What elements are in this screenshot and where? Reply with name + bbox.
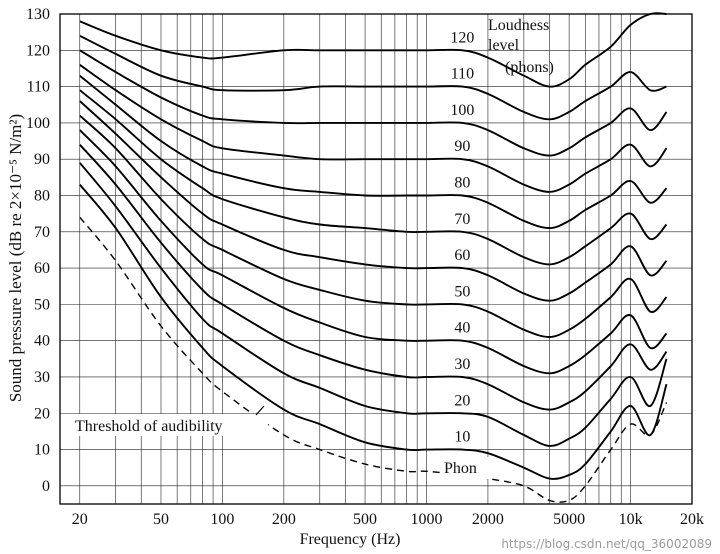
threshold-annotation: Threshold of audibility — [75, 418, 223, 435]
x-tick-labels: 20 50 100 200 500 1000 2000 5000 10k 20k — [72, 511, 704, 528]
curve-label-90: 90 — [454, 138, 470, 155]
curve-label-60: 60 — [454, 247, 470, 264]
curve-label-100: 100 — [450, 102, 474, 119]
curve-label-backing — [442, 27, 483, 48]
curve-label-backing — [442, 172, 483, 193]
y-tick-labels: 0 10 20 30 40 50 60 70 80 90 100 110 120 130 — [26, 6, 50, 495]
curve-labels: 10 20 30 40 50 60 70 80 90 100 110 120 — [442, 27, 483, 447]
y-axis-label: Sound pressure level (dB re 2×10⁻⁵ N/m²) — [6, 114, 25, 402]
x-tick-label: 500 — [353, 511, 377, 528]
curve-label-80: 80 — [454, 174, 470, 191]
y-tick-label: 130 — [26, 6, 50, 23]
loudness-curve-60-phon — [79, 100, 668, 302]
loudness-curve-70-phon — [79, 89, 668, 266]
loudness-curve-80-phon — [79, 74, 668, 230]
y-tick-label: 20 — [34, 405, 50, 422]
watermark: https://blog.csdn.net/qq_36002089 — [501, 537, 712, 551]
loudness-curve-30-phon — [79, 144, 668, 411]
curve-label-backing — [442, 353, 483, 374]
curve-label-120: 120 — [450, 29, 474, 46]
loudness-curve-120-phon — [79, 12, 667, 88]
loudness-curve-100-phon — [79, 49, 668, 157]
x-tick-label: 2000 — [472, 511, 504, 528]
curve-label-70: 70 — [454, 211, 470, 228]
curve-label-110: 110 — [451, 66, 474, 83]
curve-label-backing — [442, 136, 483, 157]
curve-label-backing — [442, 99, 483, 120]
x-tick-label: 1000 — [410, 511, 442, 528]
legend-title-line-1: Loudness — [488, 17, 549, 34]
curve-label-backing — [442, 426, 483, 447]
legend-title-line-2: level — [488, 37, 520, 54]
loudness-curve-40-phon — [79, 129, 668, 375]
legend-title-line-3: (phons) — [505, 59, 554, 76]
threshold-annotation-pointer — [255, 405, 265, 416]
loudness-curve-20-phon — [79, 162, 668, 447]
phon-annotation: Phon — [444, 460, 477, 477]
y-tick-label: 110 — [27, 79, 50, 96]
plot-frame — [59, 13, 693, 505]
y-tick-label: 30 — [34, 369, 50, 386]
curve-label-50: 50 — [454, 283, 470, 300]
curve-group — [79, 12, 668, 503]
curve-label-backing — [442, 281, 483, 302]
y-tick-label: 60 — [34, 260, 50, 277]
y-tick-label: 70 — [34, 224, 50, 241]
curve-label-20: 20 — [454, 392, 470, 409]
phon-label-backing — [440, 457, 492, 479]
x-tick-label: 20 — [72, 511, 88, 528]
y-tick-label: 100 — [26, 115, 50, 132]
threshold-of-audibility-curve — [79, 216, 668, 503]
curve-label-30: 30 — [454, 356, 470, 373]
curve-label-40: 40 — [454, 320, 470, 337]
curve-label-backing — [442, 245, 483, 266]
curve-label-backing — [442, 63, 483, 84]
y-tick-label: 120 — [26, 42, 50, 59]
x-tick-label: 200 — [272, 511, 296, 528]
x-tick-label: 100 — [210, 511, 234, 528]
loudness-curve-110-phon — [79, 34, 667, 121]
x-tick-label: 5000 — [553, 511, 585, 528]
y-tick-label: 10 — [34, 442, 50, 459]
x-axis-label: Frequency (Hz) — [300, 531, 401, 548]
y-tick-label: 50 — [34, 296, 50, 313]
y-tick-label: 0 — [42, 478, 50, 495]
curve-label-backing — [442, 317, 483, 338]
curve-label-backing — [442, 208, 483, 229]
y-tick-label: 40 — [34, 333, 50, 350]
loudness-curve-90-phon — [79, 64, 668, 193]
curve-label-backing — [442, 390, 483, 411]
x-tick-label: 20k — [680, 511, 704, 528]
loudness-curve-50-phon — [79, 114, 668, 338]
threshold-label-backing — [72, 414, 268, 436]
x-tick-label: 50 — [153, 511, 169, 528]
y-tick-label: 90 — [34, 151, 50, 168]
y-tick-label: 80 — [34, 187, 50, 204]
x-tick-label: 10k — [619, 511, 643, 528]
curve-label-10: 10 — [454, 429, 470, 446]
loudness-curve-10-phon — [79, 183, 668, 480]
